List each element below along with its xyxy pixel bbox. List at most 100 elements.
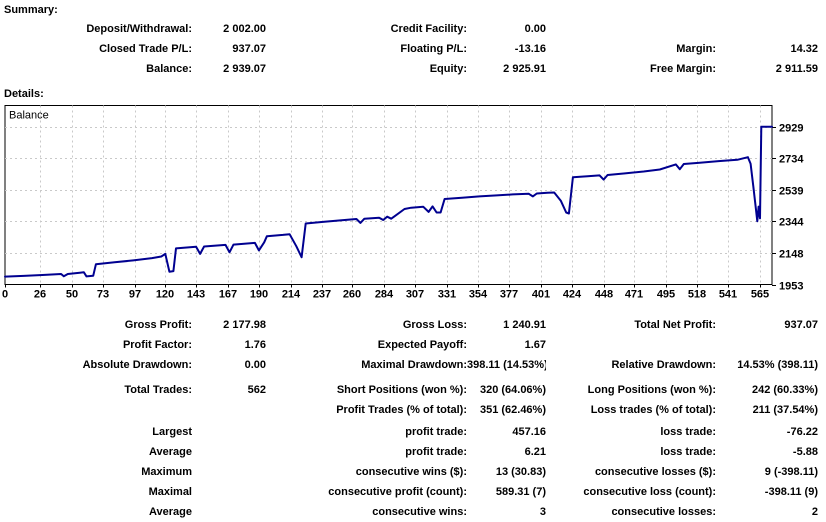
x-axis-label: 26 — [34, 289, 46, 301]
stat-label: Closed Trade P/L: — [99, 43, 192, 55]
stat-value: 14.53% (398.11) — [737, 359, 818, 371]
stat-value: 398.11 (14.53%) — [467, 359, 546, 371]
chart-legend-label: Balance — [9, 110, 49, 122]
table-row: Profit Trades (% of total): 351 (62.46%) L… — [0, 400, 826, 420]
x-axis-label: 237 — [313, 289, 331, 301]
balance-line — [4, 125, 773, 278]
stat-label: Equity: — [429, 63, 467, 75]
x-axis-label: 307 — [406, 289, 424, 301]
x-axis-label: 448 — [595, 289, 613, 301]
x-axis-label: 120 — [156, 289, 174, 301]
stat-label: Balance: — [146, 63, 192, 75]
x-axis-label: 0 — [2, 289, 8, 301]
stat-label: Maximal Drawdown: — [361, 359, 467, 371]
x-axis-label: 97 — [129, 289, 141, 301]
table-row: Maximal consecutive profit (count): 589.31… — [0, 482, 826, 502]
x-axis-label: 354 — [469, 289, 488, 301]
stat-label: Total Net Profit: — [634, 319, 716, 331]
x-axis-label: 424 — [563, 289, 582, 301]
stat-value: 211 (37.54%) — [752, 404, 818, 416]
stat-value: 2 002.00 — [223, 23, 266, 35]
table-row: Profit Factor: 1.76 Expected Payoff: 1.67 — [0, 335, 826, 355]
stat-label: Loss trades (% of total): — [590, 404, 716, 416]
x-axis-label: 331 — [438, 289, 456, 301]
stat-value: 2 — [811, 506, 818, 518]
chart-plot-border — [4, 105, 773, 285]
stat-label: consecutive profit (count): — [328, 486, 467, 498]
stat-group: Largest profit trade: 457.16 loss trade: -76… — [0, 422, 826, 522]
stat-value: 562 — [247, 384, 266, 396]
stat-label: Gross Profit: — [124, 319, 192, 331]
stat-value: 9 (-398.11) — [764, 466, 818, 478]
stat-label: consecutive losses ($): — [594, 466, 716, 478]
stat-value: 457.16 — [512, 426, 546, 438]
stat-label: Average — [148, 506, 192, 518]
stat-value: 1.67 — [524, 339, 546, 351]
stat-value: 937.07 — [784, 319, 818, 331]
x-axis-label: 541 — [719, 289, 737, 301]
stat-label: profit trade: — [405, 446, 467, 458]
table-row: Closed Trade P/L: 937.07 Floating P/L: -13.… — [0, 39, 826, 59]
stat-label: consecutive wins: — [372, 506, 467, 518]
stat-label: Profit Factor: — [122, 339, 192, 351]
stat-value: 320 (64.06%) — [479, 384, 546, 396]
stat-group: Total Trades: 562 Short Positions (won %):… — [0, 380, 826, 420]
stat-label: Floating P/L: — [400, 43, 467, 55]
balance-chart: 0 26 50 73 97 120 143 167 190 214 237 260 284 307 331 3… — [2, 105, 804, 301]
table-row: Balance: 2 939.07 Equity: 2 925.91 Free Marg… — [0, 59, 826, 79]
stat-label: Deposit/Withdrawal: — [86, 23, 192, 35]
x-axis-label: 167 — [219, 289, 237, 301]
stat-value: -398.11 (9) — [764, 486, 818, 498]
stat-group: Deposit/Withdrawal: 2 002.00 Credit Facili… — [0, 19, 826, 79]
stat-label: Largest — [152, 426, 192, 438]
table-row: Total Trades: 562 Short Positions (won %):… — [0, 380, 826, 400]
stat-label: Average — [148, 446, 192, 458]
stat-value: 2 911.59 — [775, 63, 818, 75]
table-row: Absolute Drawdown: 0.00 Maximal Drawdown: 3… — [0, 355, 826, 375]
stat-label: Short Positions (won %): — [336, 384, 467, 396]
table-row: Maximum consecutive wins ($): 13 (30.83) co… — [0, 462, 826, 482]
stat-label: loss trade: — [660, 426, 716, 438]
table-row: Gross Profit: 2 177.98 Gross Loss: 1 240.91… — [0, 315, 826, 335]
x-axis-label: 214 — [282, 289, 301, 301]
stat-value: 1 240.91 — [503, 319, 546, 331]
y-axis-label: 2929 — [779, 123, 803, 135]
x-axis-label: 518 — [688, 289, 706, 301]
stat-label: Gross Loss: — [402, 319, 467, 331]
stat-label: consecutive loss (count): — [583, 486, 716, 498]
stat-value: 351 (62.46%) — [479, 404, 546, 416]
stat-label: Margin: — [676, 43, 716, 55]
stat-value: 13 (30.83) — [495, 466, 546, 478]
stat-value: 2 177.98 — [223, 319, 266, 331]
stat-label: Long Positions (won %): — [587, 384, 716, 396]
details-section-title: Details: — [4, 88, 44, 100]
x-axis-label: 260 — [343, 289, 361, 301]
stat-value: 3 — [539, 506, 546, 518]
stat-group: Gross Profit: 2 177.98 Gross Loss: 1 240.91… — [0, 315, 826, 375]
stat-value: 589.31 (7) — [495, 486, 546, 498]
stat-label: loss trade: — [660, 446, 716, 458]
table-row: Average consecutive wins: 3 consecutive los… — [0, 502, 826, 522]
stat-value: -76.22 — [786, 426, 818, 438]
x-axis-label: 73 — [97, 289, 109, 301]
stat-value: 1.76 — [244, 339, 266, 351]
statistics-table: Gross Profit: 2 177.98 Gross Loss: 1 240.91… — [0, 315, 826, 522]
summary-table: Deposit/Withdrawal: 2 002.00 Credit Facili… — [0, 19, 826, 79]
x-axis-label: 143 — [187, 289, 205, 301]
x-axis-label: 495 — [657, 289, 675, 301]
x-axis-label: 190 — [250, 289, 268, 301]
stat-value: 2 925.91 — [503, 63, 546, 75]
stat-value: 0.00 — [524, 23, 546, 35]
x-axis-label: 565 — [751, 289, 769, 301]
stat-label: Profit Trades (% of total): — [336, 404, 467, 416]
stat-label: Maximal — [148, 486, 192, 498]
stat-value: 242 (60.33%) — [751, 384, 818, 396]
table-row: Largest profit trade: 457.16 loss trade: -76… — [0, 422, 826, 442]
stat-value: 6.21 — [524, 446, 546, 458]
stat-value: 2 939.07 — [223, 63, 266, 75]
summary-section-title: Summary: — [4, 4, 58, 16]
stat-label: Credit Facility: — [390, 23, 467, 35]
y-axis-label: 1953 — [779, 281, 803, 293]
stat-value: 0.00 — [244, 359, 266, 371]
stat-label: Absolute Drawdown: — [82, 359, 192, 371]
